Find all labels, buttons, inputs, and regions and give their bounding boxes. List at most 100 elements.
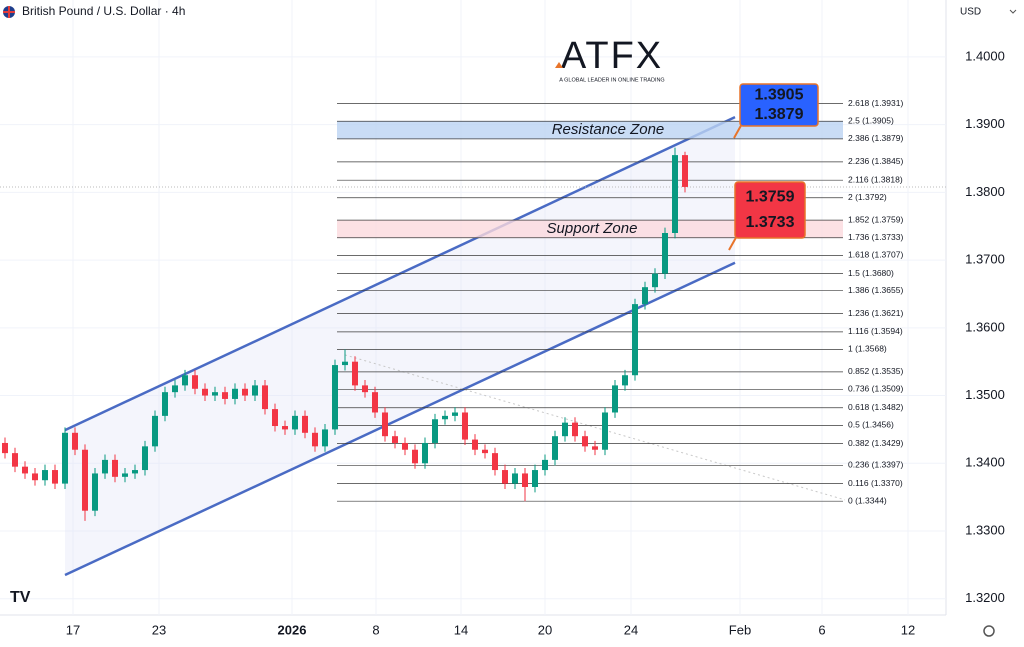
x-tick-label: 6	[818, 622, 825, 637]
candle-body	[282, 426, 288, 430]
x-tick-label: Feb	[729, 622, 751, 637]
candle-body	[172, 385, 178, 393]
y-tick-label: 1.3400	[965, 455, 1005, 470]
candle-body	[632, 304, 638, 376]
fib-label: 2.116 (1.3818)	[848, 174, 903, 184]
channel-line	[64, 261, 736, 577]
candle-body	[572, 422, 578, 437]
fib-label: 0.736 (1.3509)	[848, 384, 903, 394]
fib-label: 0 (1.3344)	[848, 495, 887, 505]
candle-body	[662, 232, 668, 274]
y-tick-label: 1.3900	[965, 116, 1005, 131]
candle-body	[422, 442, 428, 464]
candle-body	[322, 429, 328, 447]
x-tick-label: 23	[152, 622, 166, 637]
fib-label: 1.736 (1.3733)	[848, 232, 903, 242]
candle-body	[472, 439, 478, 450]
candle-body	[72, 432, 78, 450]
fib-label: 1.116 (1.3594)	[848, 326, 903, 336]
fib-label: 0.116 (1.3370)	[848, 478, 903, 488]
labels: 1.3200 1.3300 1.3400 1.3500 1.3600 1.3700 1.38…	[66, 48, 1005, 637]
fib-label: 1.852 (1.3759)	[848, 214, 903, 224]
candle-body	[342, 361, 348, 366]
settings-icon[interactable]	[983, 625, 995, 637]
fib-label: 2.236 (1.3845)	[848, 156, 903, 166]
candle-body	[562, 422, 568, 437]
callout-value: 1.3759	[746, 188, 795, 205]
callout-value: 1.3733	[746, 214, 795, 231]
logo-name: ATFX	[561, 35, 663, 77]
candle-body	[2, 442, 8, 454]
candle-body	[442, 415, 448, 420]
candle-body	[112, 459, 118, 477]
currency-label[interactable]: USD	[960, 7, 981, 18]
candle-body	[512, 473, 518, 484]
zone-label: Support Zone	[547, 220, 638, 237]
candle-body	[52, 470, 58, 484]
candle-body	[292, 415, 298, 430]
candle-body	[552, 436, 558, 460]
candle-body	[262, 385, 268, 410]
candle-body	[82, 449, 88, 511]
candle-body	[482, 449, 488, 454]
candle-body	[332, 365, 338, 430]
candle-body	[652, 273, 658, 288]
fib-label: 1.5 (1.3680)	[848, 268, 894, 278]
fib-label: 1 (1.3568)	[848, 344, 887, 354]
zone	[337, 121, 843, 139]
candle-body	[252, 385, 258, 396]
y-tick-label: 1.3500	[965, 387, 1005, 402]
candle-body	[352, 361, 358, 386]
x-tick-label: 20	[538, 622, 552, 637]
candle-body	[392, 436, 398, 443]
fib-label: 0.236 (1.3397)	[848, 460, 903, 470]
candle-body	[612, 385, 618, 413]
candle-body	[132, 470, 138, 474]
candle-body	[492, 453, 498, 471]
candle-body	[42, 470, 48, 481]
candle-body	[372, 392, 378, 413]
candle-body	[222, 392, 228, 399]
candle-body	[592, 446, 598, 450]
fib-label: 1.236 (1.3621)	[848, 308, 903, 318]
zone-label: Resistance Zone	[552, 121, 665, 138]
callout-value: 1.3879	[755, 106, 804, 123]
currency-dropdown[interactable]	[1009, 9, 1017, 14]
symbol-flag-cross	[3, 6, 15, 18]
candle-body	[412, 449, 418, 464]
candle-body	[312, 432, 318, 447]
candle-body	[12, 453, 18, 467]
candle-body	[202, 388, 208, 396]
x-tick-label: 8	[372, 622, 379, 637]
candle-body	[232, 388, 238, 399]
candle-body	[452, 412, 458, 416]
x-tick-label: 2026	[278, 622, 307, 637]
zone	[337, 220, 843, 238]
fib-label: 0.5 (1.3456)	[848, 420, 894, 430]
y-tick-label: 1.4000	[965, 48, 1005, 63]
fib-label: 0.382 (1.3429)	[848, 438, 903, 448]
x-tick-label: 24	[624, 622, 638, 637]
candle-body	[542, 459, 548, 471]
candle-body	[462, 412, 468, 440]
candle-body	[362, 385, 368, 393]
candle-body	[182, 375, 188, 386]
candle-body	[602, 412, 608, 450]
callout-box	[734, 181, 806, 239]
callout-box	[739, 83, 819, 127]
fib-label: 1.386 (1.3655)	[848, 285, 903, 295]
candle-body	[212, 392, 218, 396]
fib-label: 0.618 (1.3482)	[848, 402, 903, 412]
fib-label: 2.5 (1.3905)	[848, 115, 894, 125]
candle-body	[382, 412, 388, 437]
fib-label: 2.618 (1.3931)	[848, 98, 903, 108]
fib-label: 2 (1.3792)	[848, 192, 887, 202]
candle-body	[242, 388, 248, 396]
x-tick-label: 12	[901, 622, 915, 637]
candle-body	[672, 155, 678, 233]
symbol-title[interactable]: British Pound / U.S. Dollar · 4h	[22, 4, 185, 18]
candles	[2, 147, 688, 521]
callout-value: 1.3905	[755, 87, 804, 104]
